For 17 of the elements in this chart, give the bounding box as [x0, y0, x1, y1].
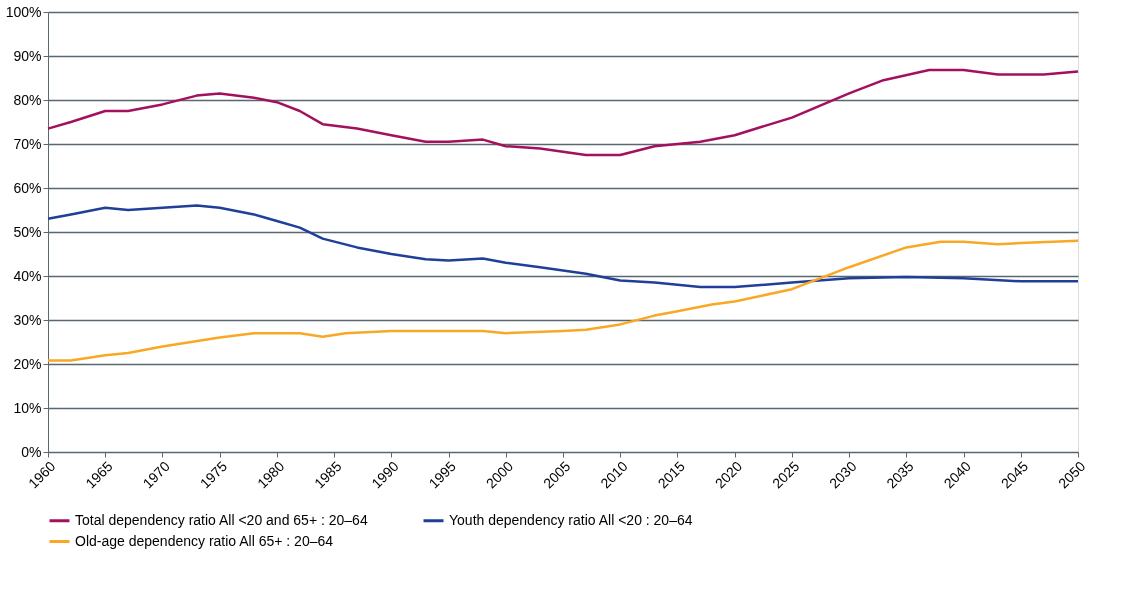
y-tick-label: 70%: [13, 135, 42, 152]
legend-label: Youth dependency ratio All <20 : 20–64: [449, 511, 693, 528]
line-series: [46, 68, 1080, 157]
y-tick-label: 0%: [21, 443, 42, 460]
y-tick-label: 80%: [13, 91, 42, 108]
y-tick-label: 50%: [13, 223, 42, 240]
legend-label: Total dependency ratio All <20 and 65+ : 20–64: [75, 511, 368, 528]
y-tick-label: 20%: [13, 355, 42, 372]
y-tick-label: 100%: [5, 3, 42, 20]
y-tick-label: 90%: [13, 47, 42, 64]
line-series: [46, 239, 1080, 362]
line-series: [46, 204, 1080, 289]
y-tick-label: 60%: [13, 179, 42, 196]
y-tick-label: 40%: [13, 267, 42, 284]
y-tick-label: 30%: [13, 311, 42, 328]
legend-label: Old-age dependency ratio All 65+ : 20–64: [75, 532, 334, 549]
y-tick-label: 10%: [13, 399, 42, 416]
